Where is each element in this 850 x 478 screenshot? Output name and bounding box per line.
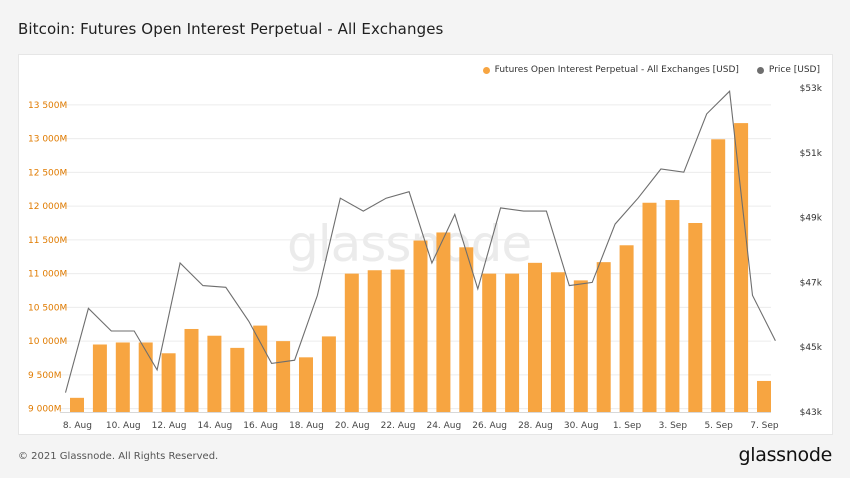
legend: Futures Open Interest Perpetual - All Ex…	[482, 65, 820, 75]
x-tick-label: 20. Aug	[335, 421, 370, 431]
bar	[413, 240, 428, 412]
bar	[550, 272, 565, 412]
bar	[528, 262, 542, 412]
bar	[436, 232, 451, 412]
bar	[573, 280, 588, 412]
bar	[642, 202, 657, 412]
y-right-tick-label: $53k	[800, 84, 823, 94]
bar	[70, 397, 84, 412]
x-tick-label: 24. Aug	[426, 421, 461, 431]
x-tick-label: 10. Aug	[106, 421, 141, 431]
x-tick-label: 5. Sep	[704, 421, 733, 431]
y-left-tick-label: 13 000M	[28, 135, 67, 145]
bar	[115, 342, 130, 412]
bar	[138, 342, 153, 412]
bar	[344, 273, 359, 412]
bar	[505, 273, 520, 412]
x-tick-label: 28. Aug	[518, 421, 553, 431]
legend-swatch-open-interest	[482, 66, 490, 74]
bar	[619, 245, 634, 412]
y-left-tick-label: 12 000M	[28, 202, 67, 212]
x-tick-label: 22. Aug	[381, 421, 416, 431]
bar	[665, 200, 680, 412]
bar	[321, 336, 336, 412]
chart-title: Bitcoin: Futures Open Interest Perpetual…	[18, 20, 444, 38]
bar	[688, 223, 703, 412]
bar	[390, 269, 405, 412]
bar	[161, 353, 176, 412]
x-tick-label: 16. Aug	[243, 421, 278, 431]
glassnode-logo: glassnode	[738, 444, 833, 466]
x-tick-label: 7. Sep	[750, 421, 779, 431]
y-left-tick-label: 12 500M	[28, 168, 67, 178]
x-tick-label: 1. Sep	[613, 421, 642, 431]
bar	[92, 344, 107, 412]
y-left-tick-label: 11 500M	[28, 236, 67, 246]
y-right-tick-label: $43k	[800, 408, 823, 418]
x-tick-label: 30. Aug	[564, 421, 599, 431]
chart-card: glassnode Futures Open Interest Perpetua…	[18, 54, 833, 435]
x-tick-label: 8. Aug	[63, 421, 92, 431]
chart-plot: 8. Aug 10. Aug 12. Aug 14. Aug 16. Aug 18. Au…	[28, 84, 823, 431]
y-left-tick-label: 10 500M	[28, 303, 67, 313]
bar	[459, 247, 474, 412]
legend-label-open-interest: Futures Open Interest Perpetual - All Ex…	[494, 65, 739, 75]
y-left-tick-label: 9 000M	[28, 405, 62, 415]
y-left-tick-label: 11 000M	[28, 270, 67, 280]
x-tick-label: 18. Aug	[289, 421, 324, 431]
y-left-tick-label: 13 500M	[28, 101, 67, 111]
x-tick-label: 26. Aug	[472, 421, 507, 431]
bar	[711, 139, 726, 413]
y-right-tick-label: $49k	[800, 214, 823, 224]
bar	[230, 347, 245, 412]
x-tick-label: 3. Sep	[659, 421, 688, 431]
legend-swatch-price	[756, 66, 764, 74]
y-right-tick-label: $47k	[800, 278, 823, 288]
legend-item-open-interest[interactable]: Futures Open Interest Perpetual - All Ex…	[482, 65, 739, 75]
bar	[596, 262, 611, 412]
legend-label-price: Price [USD]	[768, 65, 820, 75]
bar	[299, 357, 313, 412]
y-left-tick-label: 9 500M	[28, 371, 62, 381]
copyright-text: © 2021 Glassnode. All Rights Reserved.	[18, 451, 219, 462]
bar	[734, 123, 749, 412]
price-line	[64, 90, 776, 393]
bar	[757, 380, 771, 412]
bar	[367, 270, 382, 412]
bar	[207, 335, 222, 412]
x-tick-label: 12. Aug	[152, 421, 187, 431]
y-right-tick-label: $51k	[800, 149, 823, 159]
legend-item-price[interactable]: Price [USD]	[756, 65, 820, 75]
y-right-tick-label: $45k	[800, 343, 823, 353]
x-tick-label: 14. Aug	[197, 421, 232, 431]
y-left-tick-label: 10 000M	[28, 337, 67, 347]
bar	[482, 273, 497, 412]
watermark: glassnode	[287, 215, 532, 273]
bar	[184, 328, 199, 412]
bar	[253, 325, 268, 412]
bar	[276, 341, 291, 412]
